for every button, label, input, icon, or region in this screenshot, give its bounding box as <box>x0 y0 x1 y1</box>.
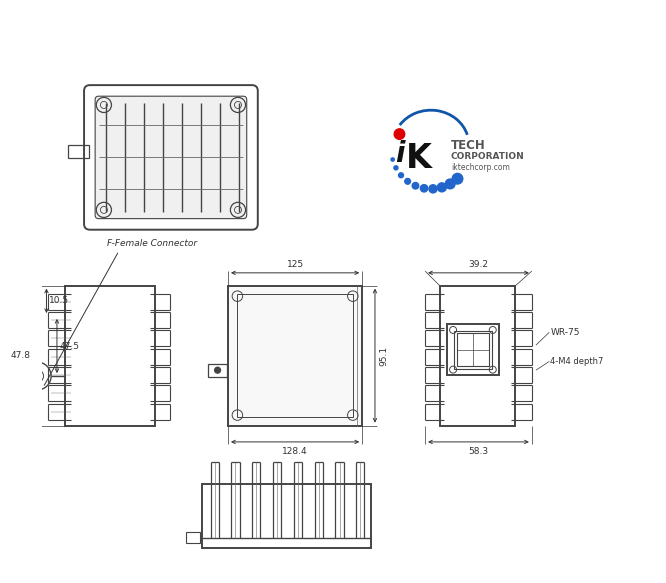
Bar <box>448 324 499 375</box>
Bar <box>237 294 354 417</box>
Bar <box>68 145 89 158</box>
Circle shape <box>398 173 404 178</box>
Text: 128.4: 128.4 <box>282 447 308 455</box>
Text: 4-M4 depth7: 4-M4 depth7 <box>551 357 604 366</box>
Text: TECH: TECH <box>451 139 486 152</box>
Circle shape <box>394 129 405 139</box>
Bar <box>202 484 371 548</box>
Circle shape <box>429 185 437 193</box>
Text: 95.1: 95.1 <box>380 346 389 366</box>
Circle shape <box>420 185 428 192</box>
Text: F-Female Connector: F-Female Connector <box>107 239 198 248</box>
Bar <box>208 364 228 377</box>
Text: 47.5: 47.5 <box>59 342 79 350</box>
Text: i: i <box>395 140 404 168</box>
Circle shape <box>391 158 394 161</box>
Text: 10.5: 10.5 <box>49 296 69 305</box>
Text: 125: 125 <box>286 261 304 269</box>
Circle shape <box>214 367 220 373</box>
Bar <box>454 331 492 369</box>
Text: WR-75: WR-75 <box>551 328 580 337</box>
Circle shape <box>405 178 410 184</box>
FancyBboxPatch shape <box>95 96 246 219</box>
Text: 47.8: 47.8 <box>10 351 30 360</box>
Text: K: K <box>406 142 432 175</box>
Text: CORPORATION: CORPORATION <box>451 152 525 161</box>
Bar <box>186 532 200 543</box>
Circle shape <box>446 179 455 189</box>
Bar <box>440 286 515 426</box>
Circle shape <box>394 166 398 170</box>
Bar <box>65 286 155 426</box>
Text: 39.2: 39.2 <box>469 261 489 269</box>
Bar <box>228 286 362 426</box>
Circle shape <box>452 173 463 184</box>
Circle shape <box>412 182 419 189</box>
Bar <box>457 333 490 366</box>
Circle shape <box>438 183 446 192</box>
Text: 58.3: 58.3 <box>469 447 489 455</box>
Text: iktechcorp.com: iktechcorp.com <box>451 163 509 173</box>
FancyBboxPatch shape <box>84 85 258 230</box>
